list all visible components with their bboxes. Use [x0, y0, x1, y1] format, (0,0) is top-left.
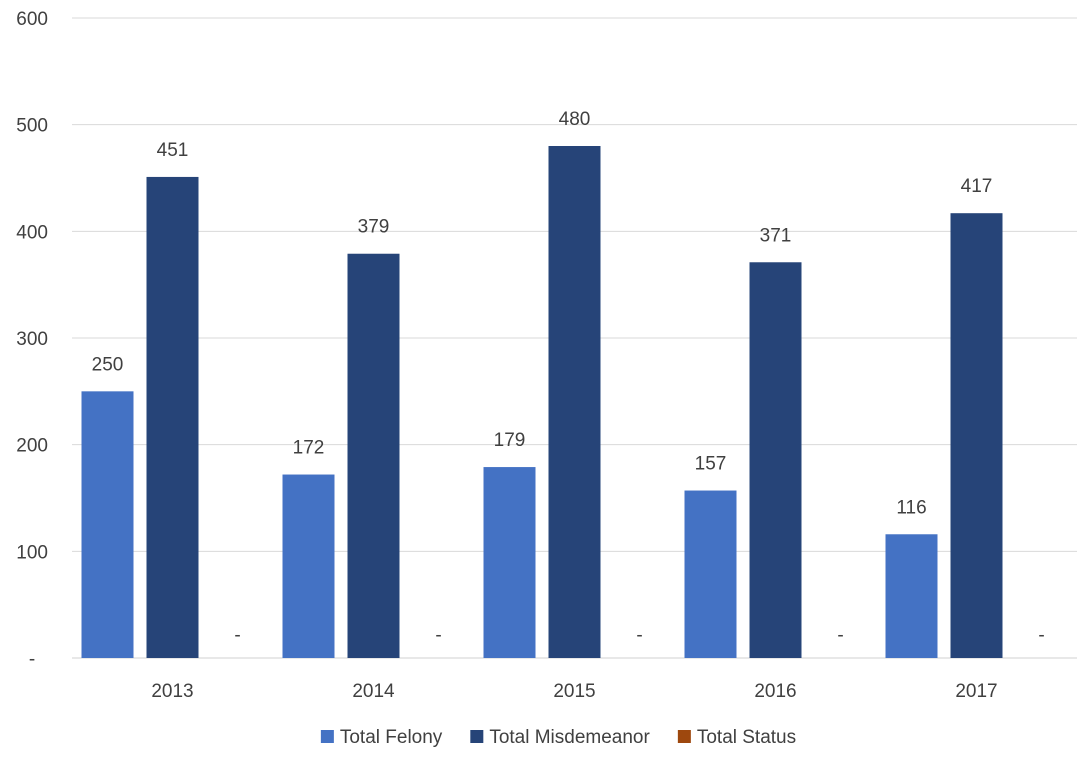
data-label: - — [837, 625, 843, 646]
data-label: - — [234, 625, 240, 646]
y-tick-label: 400 — [16, 222, 48, 243]
data-label: 480 — [559, 109, 591, 130]
bar — [146, 176, 199, 658]
bar — [548, 146, 601, 658]
x-tick-label: 2017 — [955, 681, 997, 702]
legend-item: Total Status — [677, 727, 796, 748]
legend: Total Felony Total Misdemeanor Total Statu… — [320, 727, 796, 748]
x-tick-label: 2014 — [352, 681, 395, 702]
legend-swatch — [320, 730, 334, 743]
data-label: 116 — [896, 497, 926, 518]
legend-swatch — [470, 730, 484, 743]
data-label: 371 — [760, 225, 792, 246]
data-label: 379 — [358, 217, 390, 238]
data-label: 172 — [293, 438, 325, 459]
y-tick-label: 500 — [16, 116, 48, 137]
bar — [347, 253, 400, 658]
data-label: - — [636, 625, 642, 646]
bar — [950, 213, 1003, 658]
x-axis-tick-labels: 2013 2014 2015 2016 2017 — [151, 681, 997, 702]
y-tick-label: 300 — [16, 329, 48, 350]
data-label: - — [435, 625, 441, 646]
y-tick-label: 600 — [16, 9, 48, 30]
bar — [749, 262, 802, 658]
data-label: 157 — [695, 454, 727, 475]
y-tick-label: - — [29, 649, 35, 670]
x-tick-label: 2016 — [754, 681, 796, 702]
bar — [483, 467, 536, 658]
bar — [282, 474, 335, 658]
legend-label: Total Misdemeanor — [489, 727, 650, 748]
data-label: - — [1038, 625, 1044, 646]
legend-item: Total Misdemeanor — [470, 727, 651, 748]
bar — [885, 534, 938, 658]
data-label: 451 — [157, 140, 189, 161]
bars — [81, 146, 1003, 658]
data-labels: 250 451 - 172 379 - 179 480 - 157 371 - 116 417 - — [92, 109, 1045, 646]
legend-item: Total Felony — [320, 727, 443, 748]
legend-label: Total Felony — [340, 727, 443, 748]
bar — [684, 490, 737, 658]
data-label: 417 — [961, 176, 993, 197]
legend-swatch — [677, 730, 691, 743]
y-tick-label: 100 — [16, 542, 48, 563]
legend-label: Total Status — [697, 727, 796, 748]
data-label: 179 — [494, 430, 526, 451]
y-axis-tick-labels: - 100 200 300 400 500 600 — [16, 9, 48, 670]
y-tick-label: 200 — [16, 436, 48, 457]
bar — [81, 391, 134, 658]
x-tick-label: 2013 — [151, 681, 193, 702]
x-tick-label: 2015 — [553, 681, 595, 702]
data-label: 250 — [92, 354, 124, 375]
